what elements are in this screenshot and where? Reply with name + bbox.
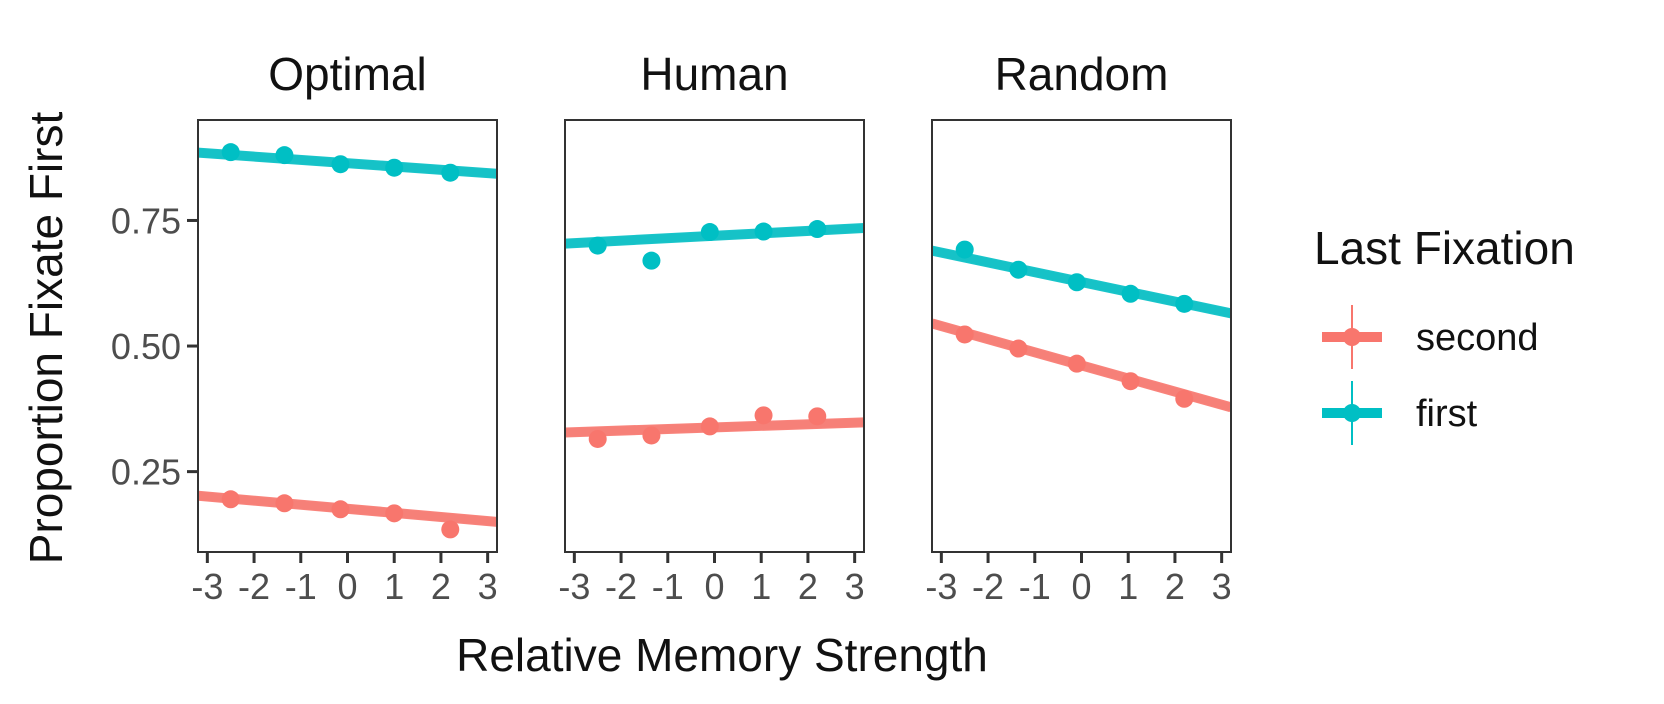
data-point xyxy=(331,500,350,519)
x-tick-label: -3 xyxy=(925,566,957,607)
x-tick-label: 0 xyxy=(337,566,357,607)
x-tick-label: 3 xyxy=(1212,566,1232,607)
x-tick-label: 1 xyxy=(384,566,404,607)
data-point xyxy=(221,143,240,162)
series-first xyxy=(932,240,1231,319)
data-point xyxy=(1009,339,1028,358)
data-point xyxy=(642,426,661,445)
x-tick-label: -2 xyxy=(972,566,1004,607)
data-point xyxy=(642,251,661,270)
x-tick-label: -3 xyxy=(558,566,590,607)
data-point xyxy=(588,236,607,255)
legend-point-key xyxy=(1343,328,1361,346)
x-axis-title: Relative Memory Strength xyxy=(456,629,988,681)
data-point xyxy=(588,429,607,448)
data-point xyxy=(808,407,827,426)
panel-plot-area xyxy=(932,240,1231,413)
data-point xyxy=(275,146,294,165)
data-point xyxy=(754,406,773,425)
data-point xyxy=(754,222,773,241)
data-point xyxy=(441,163,460,182)
x-tick-label: 3 xyxy=(478,566,498,607)
data-point xyxy=(441,520,460,539)
panel-border xyxy=(197,119,498,553)
legend-point-key xyxy=(1343,404,1361,422)
data-point xyxy=(1067,354,1086,373)
series-second xyxy=(932,318,1231,413)
data-point xyxy=(1121,284,1140,303)
x-tick-label: -1 xyxy=(285,566,317,607)
data-point xyxy=(700,417,719,436)
panel-title: Optimal xyxy=(268,48,426,100)
x-tick-label: -3 xyxy=(191,566,223,607)
y-tick-label: 0.25 xyxy=(111,452,181,493)
series-first xyxy=(565,220,864,270)
legend: Last Fixation second first xyxy=(1314,222,1575,445)
data-point xyxy=(385,504,404,523)
data-point xyxy=(1009,260,1028,279)
panel-plot-area xyxy=(565,220,864,448)
legend-label: second xyxy=(1416,317,1539,359)
series-first xyxy=(198,143,497,182)
data-point xyxy=(1175,294,1194,313)
x-tick-label: 0 xyxy=(704,566,724,607)
x-tick-label: 2 xyxy=(431,566,451,607)
x-tick-label: 0 xyxy=(1071,566,1091,607)
data-point xyxy=(700,223,719,242)
series-second xyxy=(565,406,864,448)
x-tick-label: -1 xyxy=(1019,566,1051,607)
data-point xyxy=(1175,389,1194,408)
data-point xyxy=(1121,372,1140,391)
panel-border xyxy=(564,119,865,553)
x-tick-label: 1 xyxy=(1118,566,1138,607)
series-second xyxy=(198,490,497,539)
y-axis-title: Proportion Fixate First xyxy=(20,112,72,565)
x-tick-label: -1 xyxy=(652,566,684,607)
facet-panel-human: Human -3 -2 -1 0 1 2 3 xyxy=(558,48,865,607)
x-tick-label: 1 xyxy=(751,566,771,607)
data-point xyxy=(808,220,827,239)
x-tick-label: 3 xyxy=(845,566,865,607)
panel-title: Human xyxy=(640,48,788,100)
x-tick-label: 2 xyxy=(798,566,818,607)
x-tick-label: -2 xyxy=(238,566,270,607)
legend-entry-second: second xyxy=(1322,305,1539,369)
legend-title: Last Fixation xyxy=(1314,222,1575,274)
data-point xyxy=(955,240,974,259)
data-point xyxy=(331,155,350,174)
y-tick-label: 0.75 xyxy=(111,200,181,241)
data-point xyxy=(221,490,240,509)
legend-label: first xyxy=(1416,393,1478,435)
y-tick-label: 0.50 xyxy=(111,326,181,367)
data-point xyxy=(275,494,294,513)
legend-entry-first: first xyxy=(1322,381,1478,445)
facet-panel-optimal: Optimal -3 -2 -1 0 1 2 3 0.25 0.50 0.75 xyxy=(111,48,498,607)
panel-plot-area xyxy=(198,143,497,539)
facet-panel-random: Random -3 -2 -1 0 1 2 3 xyxy=(925,48,1232,607)
x-tick-label: -2 xyxy=(605,566,637,607)
x-tick-label: 2 xyxy=(1165,566,1185,607)
panel-title: Random xyxy=(995,48,1169,100)
data-point xyxy=(1067,273,1086,292)
data-point xyxy=(955,325,974,344)
data-point xyxy=(385,158,404,177)
